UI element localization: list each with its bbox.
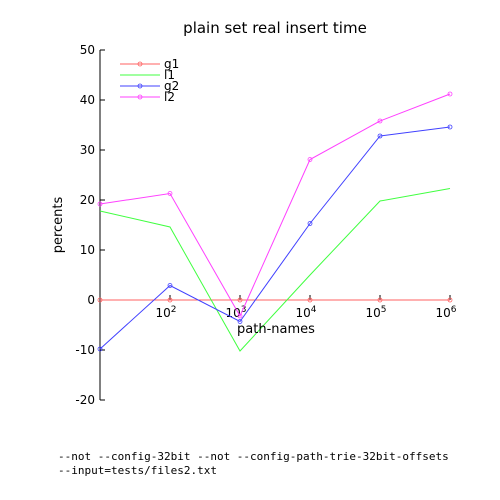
- y-tick-label: 30: [80, 143, 95, 157]
- legend-marker-g1: [137, 61, 143, 67]
- data-point-g1: [167, 297, 173, 303]
- x-axis-label: path-names: [237, 322, 315, 337]
- legend-label-l2: l2: [164, 90, 175, 104]
- data-point-l2: [237, 313, 243, 319]
- data-point-g1: [447, 297, 453, 303]
- data-point-g2: [237, 319, 243, 324]
- footer-input-line: --input=tests/files2.txt: [58, 464, 217, 477]
- data-point-g1: [307, 297, 313, 303]
- data-point-g2: [447, 124, 453, 130]
- y-axis-label: percents: [51, 196, 66, 253]
- data-point-g2: [167, 283, 173, 288]
- data-point-g2: [97, 346, 103, 352]
- legend-label-l1: l1: [164, 68, 175, 82]
- legend-label-g2: g2: [164, 79, 179, 93]
- y-tick-label: -10: [75, 343, 95, 357]
- footer-options-line: --not --config-32bit --not --config-path…: [58, 450, 449, 463]
- x-tick-label: 103: [225, 305, 246, 320]
- data-point-g2: [307, 221, 313, 226]
- x-tick-label: 106: [435, 305, 456, 320]
- series-line-l2: [99, 93, 451, 318]
- axes: -20 -10 0 10 20 30 40 50 102 103 104 105 106: [75, 43, 456, 407]
- data-point-l2: [167, 191, 173, 196]
- x-tick-label: 105: [365, 305, 386, 320]
- data-point-l2: [97, 201, 103, 207]
- legend-marker-l2: [137, 94, 143, 100]
- series-layer: [97, 91, 453, 352]
- data-point-g1: [377, 297, 383, 303]
- legend-marker-g2: [137, 83, 143, 89]
- y-tick-label: -20: [75, 393, 95, 407]
- data-point-g1: [97, 297, 103, 303]
- x-tick-label: 104: [295, 305, 316, 320]
- series-line-g2: [99, 126, 451, 350]
- data-point-g1: [237, 297, 243, 303]
- y-tick-label: 50: [80, 43, 95, 57]
- data-point-l2: [307, 157, 313, 162]
- data-point-l2: [377, 118, 383, 124]
- y-tick-label: 20: [80, 193, 95, 207]
- series-line-l1: [99, 188, 451, 352]
- y-tick-label: 0: [87, 293, 95, 307]
- data-point-l2: [447, 91, 453, 97]
- y-tick-label: 40: [80, 93, 95, 107]
- legend-label-g1: g1: [164, 57, 179, 71]
- x-tick-label: 102: [155, 305, 176, 320]
- data-point-g2: [377, 133, 383, 139]
- chart-title: plain set real insert time: [183, 19, 367, 37]
- y-tick-label: 10: [80, 243, 95, 257]
